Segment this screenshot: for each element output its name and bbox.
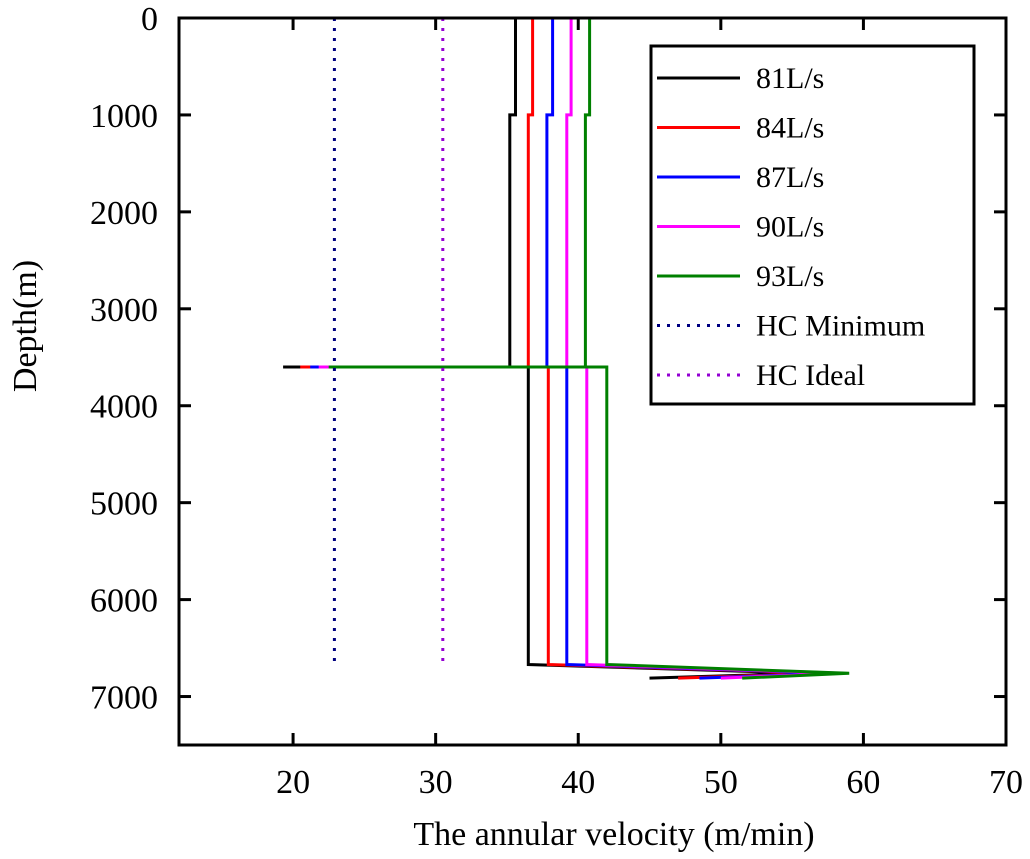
legend-label-5: HC Minimum <box>756 310 925 343</box>
plot-frame <box>177 16 1008 747</box>
y-tick-label: 1000 <box>90 98 158 135</box>
legend-label-3: 90L/s <box>756 211 824 244</box>
x-tick-label: 50 <box>704 764 738 801</box>
legend-label-1: 84L/s <box>756 112 824 145</box>
x-tick-label: 30 <box>419 764 453 801</box>
y-tick-label: 7000 <box>90 680 158 717</box>
y-tick-label: 5000 <box>90 486 158 523</box>
plot-area <box>283 18 850 680</box>
legend-label-4: 93L/s <box>756 260 824 293</box>
y-tick-label: 4000 <box>90 389 158 426</box>
x-tick-label: 20 <box>276 764 310 801</box>
axis-ticks: 20 30 40 50 60 70 0 1000 2000 3000 4000 5000 6000 700… <box>90 1 1023 801</box>
legend: 81L/s 84L/s 87L/s 90L/s 93L/s HC Minimum HC Id… <box>649 44 976 406</box>
legend-label-0: 81L/s <box>756 62 824 95</box>
x-axis-title: The annular velocity (m/min) <box>413 816 814 853</box>
y-tick-label: 6000 <box>90 583 158 620</box>
series-line-4 <box>328 18 850 680</box>
x-tick-label: 60 <box>846 764 880 801</box>
x-tick-label: 70 <box>989 764 1023 801</box>
legend-label-2: 87L/s <box>756 161 824 194</box>
legend-label-6: HC Ideal <box>756 359 865 392</box>
x-tick-label: 40 <box>561 764 595 801</box>
y-tick-label: 0 <box>141 1 158 38</box>
y-tick-label: 2000 <box>90 195 158 232</box>
y-axis-title: Depth(m) <box>7 260 44 392</box>
y-tick-label: 3000 <box>90 292 158 329</box>
